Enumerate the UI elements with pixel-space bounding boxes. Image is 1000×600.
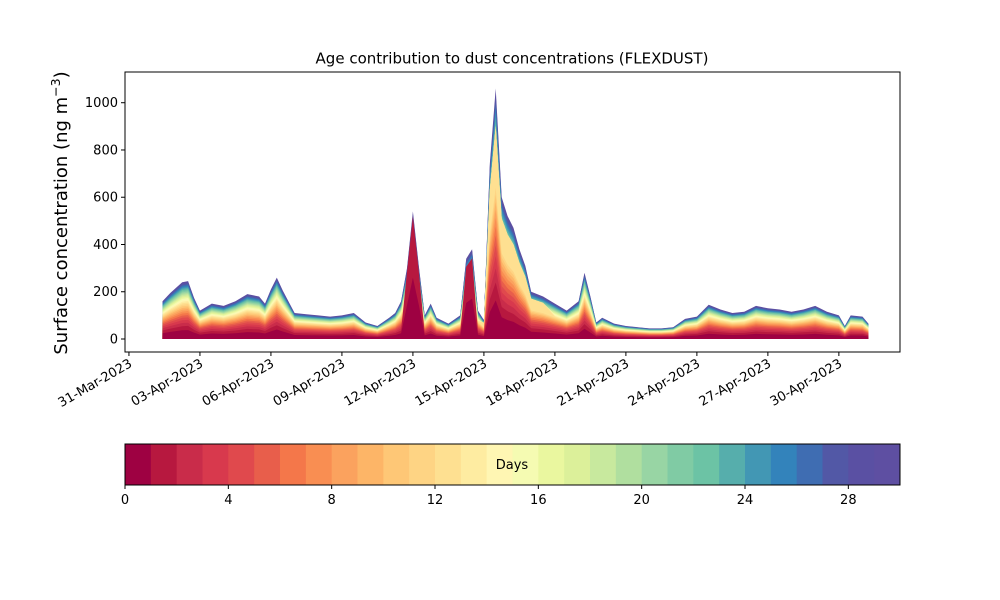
colorbar-tick-label: 28 (840, 493, 857, 508)
colorbar-segment (280, 444, 307, 485)
svg-text:Surface concentration (ng m−3): Surface concentration (ng m−3) (48, 71, 72, 354)
colorbar-segment (435, 444, 462, 485)
y-axis-label-close: ) (51, 71, 72, 78)
colorbar-segment (745, 444, 772, 485)
colorbar-segment (615, 444, 643, 485)
colorbar-segment (719, 444, 746, 485)
y-axis: 0 200 400 600 800 1000 (85, 96, 125, 348)
y-tick-label: 0 (110, 333, 118, 348)
y-tick-label: 600 (93, 191, 118, 206)
colorbar-segment (822, 444, 849, 485)
colorbar-tick-label: 20 (633, 493, 650, 508)
colorbar-segment (667, 444, 694, 485)
colorbar-tick-label: 16 (530, 493, 547, 508)
colorbar-segment (693, 444, 720, 485)
colorbar-segment (460, 444, 488, 485)
stacked-age-areas (162, 88, 869, 340)
x-tick-label: 15-Apr-2023 (413, 356, 490, 409)
colorbar: 0 4 8 12 16 20 24 28 (121, 443, 901, 508)
x-tick-label: 27-Apr-2023 (697, 356, 774, 409)
y-tick-label: 400 (93, 238, 118, 253)
y-tick-label: 200 (93, 285, 118, 300)
colorbar-segment (409, 444, 436, 485)
x-tick-label: 09-Apr-2023 (271, 356, 348, 409)
y-axis-label-main: Surface concentration (ng m (51, 97, 72, 355)
colorbar-segment (357, 444, 384, 485)
colorbar-segment (796, 444, 823, 485)
colorbar-segment (641, 444, 668, 485)
colorbar-segment (538, 444, 565, 485)
colorbar-segment (202, 444, 229, 485)
colorbar-segment (176, 444, 203, 485)
colorbar-segment (590, 444, 617, 485)
colorbar-segment (125, 444, 152, 485)
chart-title: Age contribution to dust concentrations … (316, 50, 709, 68)
y-axis-label: Surface concentration (ng m−3) (48, 71, 72, 354)
colorbar-segment (564, 444, 591, 485)
colorbar-frame (124, 443, 901, 486)
colorbar-tick-label: 0 (121, 493, 129, 508)
colorbar-segment (486, 444, 513, 485)
age-layer-day-0 (162, 277, 869, 340)
x-tick-label: 24-Apr-2023 (626, 356, 703, 409)
colorbar-segment (228, 444, 255, 485)
y-tick-label: 800 (93, 143, 118, 158)
colorbar-tick-label: 12 (427, 493, 444, 508)
x-tick-label: 06-Apr-2023 (200, 356, 277, 409)
colorbar-segment (150, 444, 178, 485)
colorbar-segment (512, 444, 539, 485)
plot-frame (124, 71, 901, 353)
y-axis-label-unit-exponent: −3 (48, 78, 63, 96)
x-tick-label: 12-Apr-2023 (342, 356, 419, 409)
x-tick-label: 18-Apr-2023 (484, 356, 561, 409)
colorbar-segment (254, 444, 281, 485)
colorbar-segment (305, 444, 333, 485)
colorbar-segment (383, 444, 410, 485)
colorbar-tick-label: 24 (737, 493, 754, 508)
colorbar-label: Days (496, 458, 529, 473)
colorbar-segment (770, 444, 798, 485)
x-axis: 31-Mar-202303-Apr-202306-Apr-202309-Apr-… (56, 352, 845, 411)
colorbar-segment (331, 444, 358, 485)
x-tick-label: 21-Apr-2023 (555, 356, 632, 409)
x-tick-label: 30-Apr-2023 (768, 356, 845, 409)
x-tick-label: 31-Mar-2023 (56, 356, 135, 410)
colorbar-segment (874, 444, 901, 485)
colorbar-tick-label: 4 (224, 493, 232, 508)
y-tick-label: 1000 (85, 96, 118, 111)
colorbar-segment (848, 444, 875, 485)
colorbar-tick-label: 8 (328, 493, 336, 508)
x-tick-label: 03-Apr-2023 (129, 356, 206, 409)
